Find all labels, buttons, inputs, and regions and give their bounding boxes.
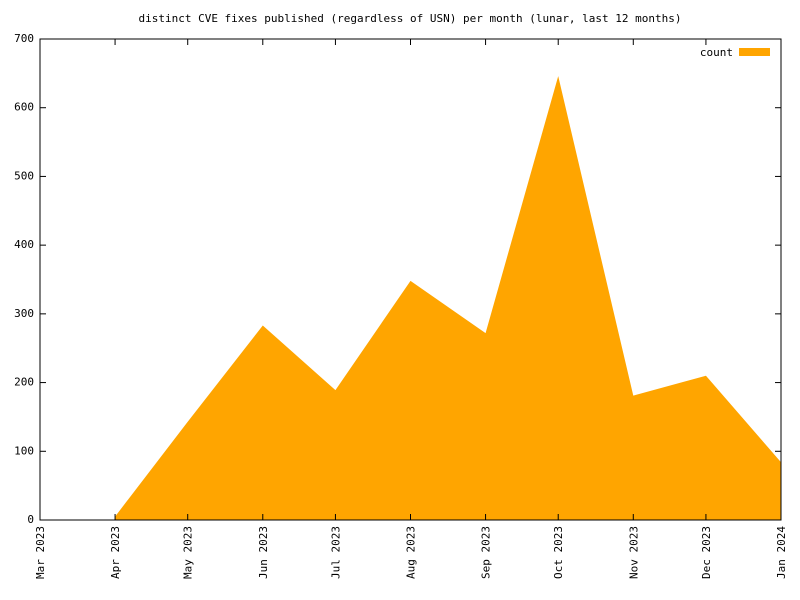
- y-tick-label: 100: [14, 444, 34, 457]
- y-tick-label: 0: [27, 513, 34, 526]
- x-tick-label: Aug 2023: [405, 526, 418, 579]
- x-tick-label: Sep 2023: [480, 526, 493, 579]
- chart-title: distinct CVE fixes published (regardless…: [138, 12, 681, 25]
- x-tick-label: May 2023: [182, 526, 195, 579]
- y-tick-label: 500: [14, 169, 34, 182]
- x-tick-label: Jun 2023: [257, 526, 270, 579]
- y-tick-label: 300: [14, 307, 34, 320]
- x-tick-label: Oct 2023: [552, 526, 565, 579]
- area: [115, 76, 782, 520]
- x-tick-label: Nov 2023: [627, 526, 640, 579]
- x-tick-label: Jan 2024: [775, 526, 788, 579]
- plot-frame: [39, 38, 782, 521]
- x-tick-label: Jul 2023: [329, 526, 342, 579]
- x-tick-label: Apr 2023: [109, 526, 122, 579]
- y-tick-label: 400: [14, 238, 34, 251]
- y-tick-label: 600: [14, 101, 34, 114]
- x-tick-label: Mar 2023: [34, 526, 47, 579]
- y-tick-label: 700: [14, 32, 34, 45]
- legend-label: count: [700, 46, 733, 59]
- legend-swatch: [739, 48, 770, 56]
- x-tick-label: Dec 2023: [700, 526, 713, 579]
- y-tick-label: 200: [14, 376, 34, 389]
